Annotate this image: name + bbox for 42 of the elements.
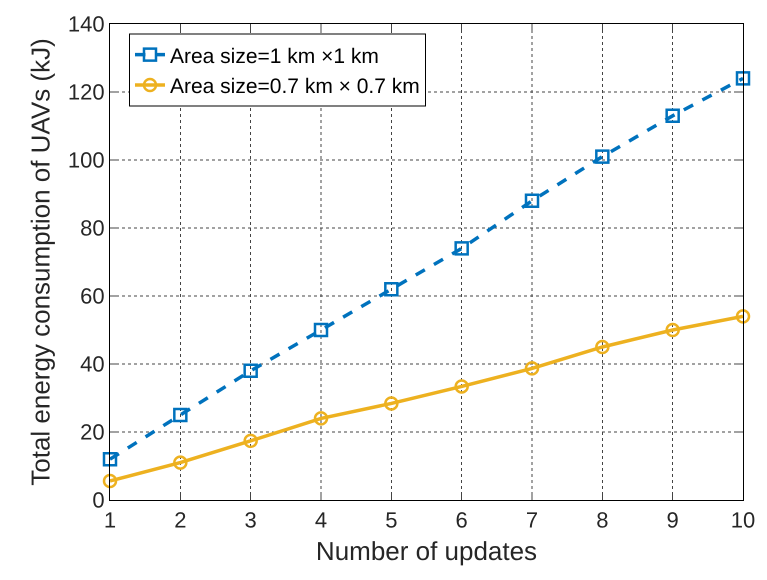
legend-label: Area size=1 km ×1 km xyxy=(170,44,379,68)
point xyxy=(384,396,399,411)
point xyxy=(314,411,328,426)
x-tick-label: 1 xyxy=(104,507,116,532)
point xyxy=(736,71,750,86)
point xyxy=(314,322,328,338)
y-tick-label: 140 xyxy=(68,12,105,37)
y-tick-label: 0 xyxy=(92,488,105,513)
point xyxy=(595,340,610,354)
point xyxy=(454,379,469,394)
y-axis-title: Total energy consumption of UAVs (kJ) xyxy=(25,38,56,486)
point xyxy=(173,455,188,470)
y-tick-label: 80 xyxy=(80,216,105,241)
x-tick-label: 8 xyxy=(596,507,608,532)
point xyxy=(384,282,399,296)
point xyxy=(243,364,258,378)
y-tick-label: 40 xyxy=(80,352,105,377)
y-tick-label: 20 xyxy=(80,420,105,445)
point xyxy=(243,434,258,448)
point xyxy=(524,194,540,208)
point xyxy=(665,108,680,124)
point xyxy=(102,474,118,488)
y-tick-label: 120 xyxy=(68,80,105,105)
x-tick-label: 4 xyxy=(314,507,328,532)
x-tick-label: 5 xyxy=(385,507,398,532)
point xyxy=(454,241,469,256)
x-tick-label: 10 xyxy=(730,507,756,532)
point xyxy=(595,149,610,164)
point xyxy=(665,322,680,338)
y-tick-label: 100 xyxy=(68,148,105,173)
point xyxy=(524,361,540,376)
x-tick-label: 3 xyxy=(244,507,257,532)
point xyxy=(173,408,188,422)
legend-label: Area size=0.7 km × 0.7 km xyxy=(170,75,420,98)
x-tick-label: 7 xyxy=(526,507,538,532)
x-axis-title: Number of updates xyxy=(316,536,538,566)
x-tick-label: 2 xyxy=(174,507,186,532)
point xyxy=(102,452,118,466)
x-tick-label: 6 xyxy=(456,507,468,532)
y-tick-label: 60 xyxy=(80,284,105,309)
x-tick-label: 9 xyxy=(666,507,679,532)
point xyxy=(736,309,750,324)
